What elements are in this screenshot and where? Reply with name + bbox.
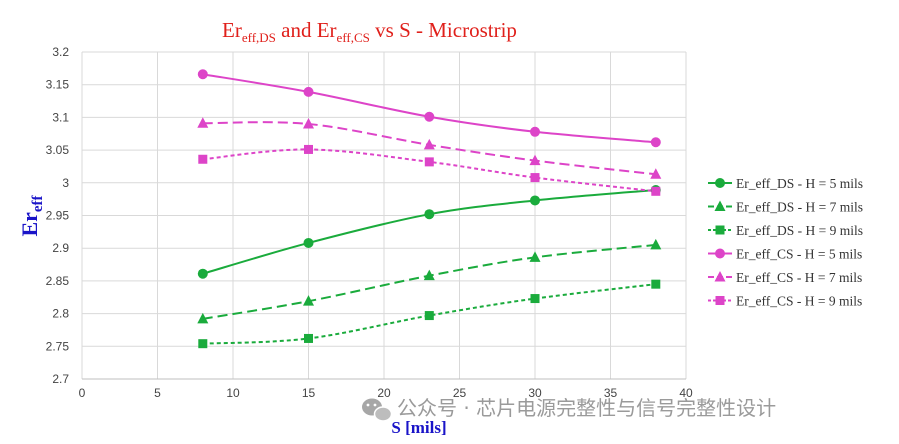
x-tick-label: 15: [302, 386, 316, 400]
data-point-square: [651, 279, 661, 289]
title-sub-1: eff,DS: [242, 30, 276, 45]
y-tick-label: 3.15: [46, 78, 70, 92]
title-suffix: vs S - Microstrip: [370, 18, 517, 42]
x-tick-label: 25: [453, 386, 467, 400]
series-line-6: [202, 148, 656, 193]
title-er-1: Er: [222, 18, 242, 42]
series-line-2: [202, 243, 656, 320]
data-point-square: [198, 154, 208, 164]
y-axis-title-main: Er: [17, 212, 42, 237]
data-point-square: [304, 333, 313, 343]
y-tick-label: 2.95: [46, 209, 70, 223]
data-point-triangle: [303, 117, 314, 129]
legend-marker-square: [715, 296, 725, 305]
y-tick-label: 2.9: [52, 241, 69, 255]
legend-label: Er_eff_DS - H = 5 mils: [736, 176, 863, 191]
legend-label: Er_eff_DS - H = 9 mils: [736, 223, 863, 238]
y-axis-title: Ereff: [17, 194, 46, 236]
data-point-square: [198, 339, 208, 349]
data-point-triangle: [197, 312, 209, 324]
y-tick-label: 2.85: [46, 274, 70, 288]
legend-label: Er_eff_DS - H = 7 mils: [736, 200, 863, 215]
data-point-circle: [303, 237, 314, 248]
gridlines: [81, 51, 687, 380]
data-point-square: [530, 173, 540, 183]
y-tick-label: 3.1: [52, 110, 69, 124]
data-point-triangle: [197, 117, 209, 128]
x-tick-label: 5: [154, 386, 161, 400]
legend-marker-triangle: [714, 200, 726, 211]
data-point-circle: [303, 86, 314, 97]
data-point-square: [651, 186, 661, 196]
data-point-circle: [197, 268, 208, 279]
x-tick-label: 0: [79, 386, 86, 400]
y-tick-label: 2.75: [46, 339, 70, 353]
data-point-triangle: [423, 269, 435, 281]
chart-title: Ereff,DS and Ereff,CS vs S - Microstrip: [222, 18, 517, 45]
tick-labels: 0 5 10 15 20 25 30 35 40 2.7 2.75 2.8 2.85 2.9 2.95 3 3.…: [46, 45, 693, 400]
y-tick-label: 2.8: [52, 307, 69, 321]
data-point-triangle: [650, 168, 662, 179]
legend-marker-square: [715, 225, 725, 235]
data-point-triangle: [650, 238, 662, 250]
x-tick-label: 30: [528, 386, 542, 400]
watermark: 公众号 · 芯片电源完整性与信号完整性设计: [362, 396, 776, 422]
x-tick-label: 10: [226, 386, 240, 400]
data-point-circle: [424, 111, 435, 122]
data-point-square: [304, 144, 313, 154]
series-line-3: [202, 283, 656, 345]
data-point-circle: [530, 126, 540, 137]
y-tick-label: 3.05: [46, 143, 70, 157]
data-point-triangle: [529, 154, 541, 166]
legend-label: Er_eff_CS - H = 7 mils: [736, 270, 862, 285]
y-tick-label: 3: [62, 176, 69, 190]
data-point-circle: [530, 195, 540, 206]
data-point-triangle: [423, 138, 435, 150]
x-tick-label: 35: [604, 386, 618, 400]
data-point-triangle: [303, 295, 314, 306]
x-axis-title: S [mils]: [391, 418, 446, 437]
data-point-circle: [650, 137, 661, 148]
y-axis-title-sub: eff: [30, 194, 46, 212]
series-markers: [197, 69, 662, 349]
title-and: and: [276, 18, 317, 42]
y-tick-label: 2.7: [52, 372, 69, 386]
legend-marker-circle: [715, 178, 725, 188]
y-tick-label: 3.2: [52, 45, 69, 59]
legend-label: Er_eff_CS - H = 9 mils: [736, 294, 862, 309]
data-point-triangle: [529, 251, 541, 262]
data-point-square: [424, 157, 434, 167]
legend-marker-triangle: [714, 271, 726, 282]
x-tick-label: 20: [377, 386, 391, 400]
data-point-square: [530, 294, 540, 304]
wechat-icon: [362, 398, 393, 422]
title-er-2: Er: [317, 18, 337, 42]
series-line-1: [202, 188, 656, 275]
watermark-text: 公众号 · 芯片电源完整性与信号完整性设计: [397, 396, 776, 420]
data-point-circle: [424, 209, 435, 220]
legend-marker-circle: [715, 248, 725, 259]
data-point-square: [424, 311, 434, 321]
legend-label: Er_eff_CS - H = 5 mils: [736, 247, 862, 262]
data-point-circle: [197, 69, 208, 80]
title-sub-2: eff,CS: [337, 30, 370, 45]
x-tick-label: 40: [679, 386, 693, 400]
legend: Er_eff_DS - H = 5 mils Er_eff_DS - H = 7 …: [708, 176, 863, 309]
